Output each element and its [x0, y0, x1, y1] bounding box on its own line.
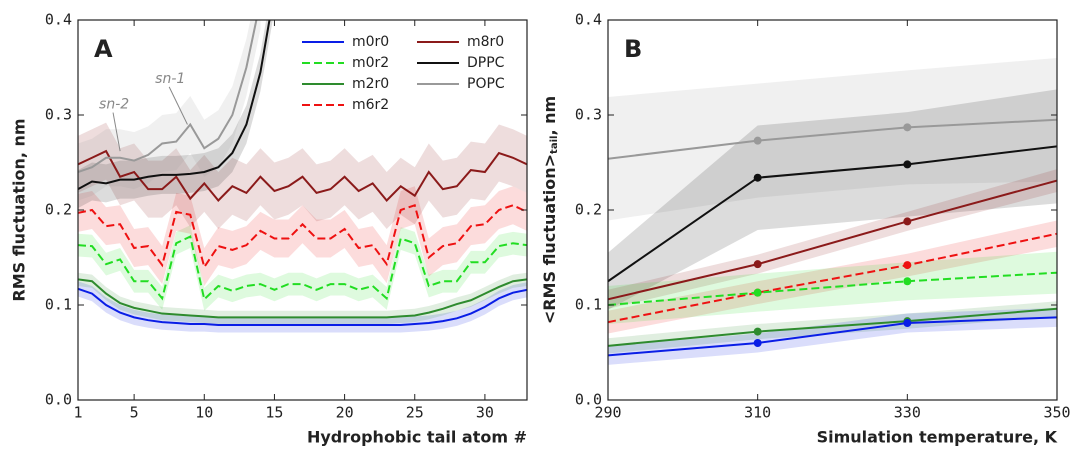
x-tick-label: 350	[1043, 404, 1070, 422]
legend-label: m0r0	[352, 34, 389, 50]
plot-area	[78, 20, 527, 333]
series-line	[78, 278, 527, 319]
annotation: sn-1	[155, 71, 185, 87]
error-band	[608, 251, 1057, 324]
x-tick-label: 15	[265, 404, 283, 422]
x-tick-label: 30	[476, 404, 494, 422]
x-tick-label: 290	[594, 404, 621, 422]
marker	[903, 160, 912, 169]
y-tick-label: 0.1	[45, 296, 72, 314]
series-line	[78, 203, 527, 270]
y-tick-label: 0.2	[575, 201, 602, 219]
y-tick-label: 0.0	[575, 391, 602, 409]
series-line	[78, 235, 527, 302]
series-line	[608, 145, 1057, 283]
y-axis-label-part: tail	[549, 136, 560, 154]
y-axis-label-part: <RMS fluctuation>	[540, 154, 559, 324]
error-band	[78, 186, 527, 286]
marker	[753, 260, 762, 269]
series-line	[608, 118, 1057, 160]
marker	[753, 136, 762, 145]
error-band	[78, 20, 261, 201]
panel-label: A	[94, 35, 113, 63]
series-line	[78, 287, 527, 326]
series-line	[608, 179, 1057, 301]
legend-label: DPPC	[467, 55, 505, 71]
x-tick-label: 310	[744, 404, 771, 422]
series-line	[608, 271, 1057, 306]
marker	[753, 173, 762, 182]
series-line	[608, 232, 1057, 324]
plot-frame	[607, 19, 1058, 401]
annotation: sn-2	[99, 97, 129, 113]
panel-label: B	[624, 35, 642, 63]
series-line	[608, 307, 1057, 347]
annotation-arrow	[112, 112, 121, 152]
plot-frame	[77, 19, 528, 401]
marker	[753, 288, 762, 297]
x-tick-label: 5	[130, 404, 139, 422]
series-line	[78, 149, 527, 202]
error-band	[78, 225, 527, 311]
marker	[903, 319, 912, 328]
y-axis-label-part: , nm	[540, 96, 559, 136]
x-axis-label: Simulation temperature, K	[817, 428, 1058, 447]
y-axis-label: <RMS fluctuation>tail, nm	[540, 96, 561, 324]
x-axis-label: Hydrophobic tail atom #	[307, 428, 527, 447]
marker	[903, 123, 912, 132]
plot-area	[608, 58, 1057, 365]
x-tick-label: 330	[894, 404, 921, 422]
y-tick-label: 0.4	[45, 11, 72, 29]
y-tick-label: 0.3	[575, 106, 602, 124]
series-line	[78, 20, 258, 173]
error-band	[608, 89, 1057, 310]
y-tick-label: 0.3	[45, 106, 72, 124]
legend-label: m0r2	[352, 55, 389, 71]
x-tick-label: 1	[73, 404, 82, 422]
x-tick-label: 10	[195, 404, 213, 422]
marker	[903, 277, 912, 286]
legend-label: m8r0	[467, 34, 504, 50]
x-tick-label: 25	[406, 404, 424, 422]
y-axis-label: RMS fluctuation, nm	[10, 118, 29, 301]
error-band	[608, 58, 1057, 221]
y-tick-label: 0.1	[575, 296, 602, 314]
annotation-arrow	[168, 86, 188, 125]
y-tick-label: 0.4	[575, 11, 602, 29]
legend-label: m2r0	[352, 76, 389, 92]
series-line	[608, 316, 1057, 357]
marker	[903, 261, 912, 270]
marker	[753, 327, 762, 336]
x-tick-label: 20	[336, 404, 354, 422]
error-band	[78, 281, 527, 333]
marker	[903, 217, 912, 226]
legend-label: POPC	[467, 76, 505, 92]
series-line	[78, 20, 271, 190]
error-band	[608, 220, 1057, 334]
marker	[753, 339, 762, 347]
y-tick-label: 0.2	[45, 201, 72, 219]
error-band	[78, 272, 527, 324]
y-tick-label: 0.0	[45, 391, 72, 409]
legend-label: m6r2	[352, 97, 389, 113]
